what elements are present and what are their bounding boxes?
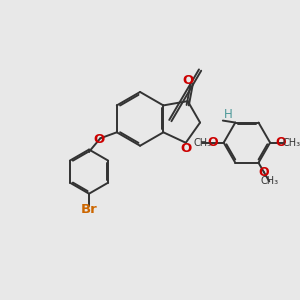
Text: O: O [276, 136, 286, 149]
Text: O: O [182, 74, 194, 87]
Text: O: O [93, 133, 104, 146]
Text: O: O [259, 166, 269, 178]
Text: CH₃: CH₃ [283, 138, 300, 148]
Text: CH₃: CH₃ [260, 176, 278, 186]
Text: H: H [224, 108, 232, 121]
Text: O: O [180, 142, 191, 155]
Text: Br: Br [81, 203, 98, 216]
Text: O: O [208, 136, 218, 149]
Text: CH₃: CH₃ [193, 138, 211, 148]
